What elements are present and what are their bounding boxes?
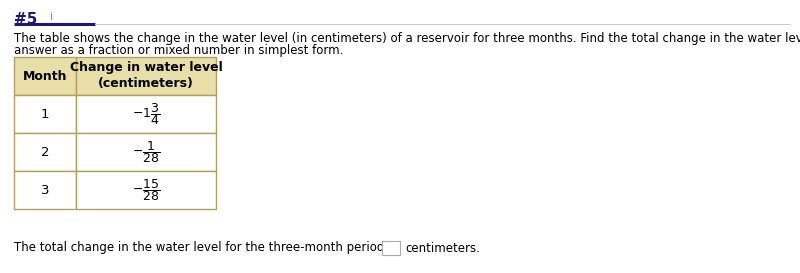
Bar (14, 95, 76, 133)
Bar (14, 133, 76, 171)
Text: 1: 1 (41, 108, 50, 120)
Text: Month: Month (22, 70, 67, 82)
Text: 3: 3 (41, 183, 50, 197)
Text: Change in water level
(centimeters): Change in water level (centimeters) (70, 61, 222, 91)
Bar (76, 171, 216, 209)
Text: 2: 2 (41, 146, 50, 159)
Text: centimeters.: centimeters. (405, 242, 480, 254)
Bar (14, 171, 76, 209)
Text: i: i (50, 12, 53, 22)
Text: The total change in the water level for the three-month period is: The total change in the water level for … (14, 242, 402, 254)
Bar (76, 95, 216, 133)
Bar (76, 133, 216, 171)
Text: $-\dfrac{15}{28}$: $-\dfrac{15}{28}$ (132, 177, 160, 203)
Bar (14, 57, 76, 95)
Text: $-\dfrac{1}{28}$: $-\dfrac{1}{28}$ (132, 139, 160, 165)
Text: $-1\dfrac{3}{4}$: $-1\dfrac{3}{4}$ (132, 101, 160, 127)
Bar (76, 57, 216, 95)
Bar (382, 241, 400, 255)
Text: answer as a fraction or mixed number in simplest form.: answer as a fraction or mixed number in … (14, 44, 343, 57)
Text: The table shows the change in the water level (in centimeters) of a reservoir fo: The table shows the change in the water … (14, 32, 800, 45)
Text: #5: #5 (14, 12, 38, 27)
